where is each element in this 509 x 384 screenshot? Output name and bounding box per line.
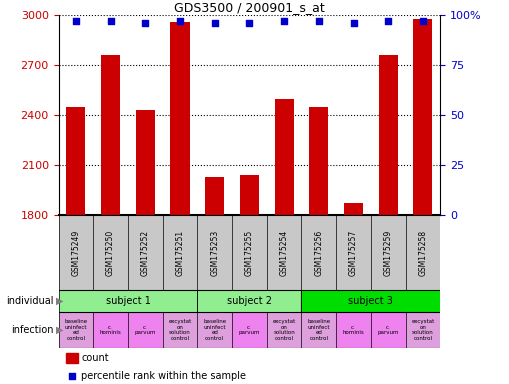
Bar (274, 99, 294, 215)
Text: GSM175251: GSM175251 (176, 229, 184, 276)
Bar (379, 55, 398, 215)
Bar (205, 177, 224, 215)
Bar (240, 175, 259, 215)
Text: percentile rank within the sample: percentile rank within the sample (81, 371, 246, 381)
Text: subject 1: subject 1 (105, 296, 150, 306)
Bar (406, 312, 440, 348)
Text: GSM175253: GSM175253 (210, 229, 219, 276)
Bar (59, 290, 197, 312)
Text: subject 2: subject 2 (227, 296, 272, 306)
Title: GDS3500 / 200901_s_at: GDS3500 / 200901_s_at (174, 1, 325, 14)
Bar (232, 312, 267, 348)
Point (176, 18, 184, 25)
Bar (128, 312, 163, 348)
Point (245, 20, 253, 26)
Text: GSM175254: GSM175254 (279, 229, 289, 276)
Text: GSM175255: GSM175255 (245, 229, 254, 276)
Text: GSM175259: GSM175259 (384, 229, 393, 276)
Bar (171, 22, 189, 215)
Bar (66, 107, 86, 215)
Text: baseline
uninfect
ed
control: baseline uninfect ed control (203, 319, 227, 341)
Text: c.
parvum: c. parvum (134, 324, 156, 336)
Text: excystat
on
solution
control: excystat on solution control (411, 319, 435, 341)
Point (315, 18, 323, 25)
Text: excystat
on
solution
control: excystat on solution control (272, 319, 296, 341)
Bar (93, 312, 128, 348)
Bar (309, 107, 328, 215)
Bar (197, 312, 232, 348)
Text: GSM175258: GSM175258 (418, 229, 428, 276)
Point (280, 18, 288, 25)
Point (68, 373, 76, 379)
Text: c.
parvum: c. parvum (239, 324, 260, 336)
Point (384, 18, 392, 25)
Text: ▶: ▶ (56, 296, 64, 306)
Point (350, 20, 358, 26)
Text: c.
parvum: c. parvum (378, 324, 399, 336)
Point (72, 18, 80, 25)
Text: GSM175252: GSM175252 (141, 229, 150, 276)
Text: GSM175250: GSM175250 (106, 229, 115, 276)
Bar (371, 312, 406, 348)
Text: excystat
on
solution
control: excystat on solution control (168, 319, 191, 341)
Text: baseline
uninfect
ed
control: baseline uninfect ed control (64, 319, 88, 341)
Text: GSM175249: GSM175249 (71, 229, 80, 276)
Text: baseline
uninfect
ed
control: baseline uninfect ed control (307, 319, 330, 341)
Point (419, 18, 427, 25)
Text: subject 3: subject 3 (349, 296, 393, 306)
Bar (336, 312, 371, 348)
Text: count: count (81, 353, 109, 363)
Bar (66, 353, 77, 363)
Point (141, 20, 149, 26)
Text: c.
hominis: c. hominis (343, 324, 364, 336)
Bar (59, 312, 93, 348)
Bar (301, 290, 440, 312)
Point (106, 18, 115, 25)
Point (211, 20, 219, 26)
Text: infection: infection (11, 325, 53, 335)
Text: c.
hominis: c. hominis (100, 324, 122, 336)
Text: GSM175256: GSM175256 (315, 229, 323, 276)
Bar (136, 110, 155, 215)
Text: GSM175257: GSM175257 (349, 229, 358, 276)
Bar (101, 55, 120, 215)
Bar (344, 204, 363, 215)
Bar (197, 290, 301, 312)
Text: individual: individual (6, 296, 53, 306)
Bar (163, 312, 197, 348)
Bar (413, 19, 433, 215)
Bar (301, 312, 336, 348)
Text: ▶: ▶ (56, 325, 64, 335)
Bar (267, 312, 301, 348)
